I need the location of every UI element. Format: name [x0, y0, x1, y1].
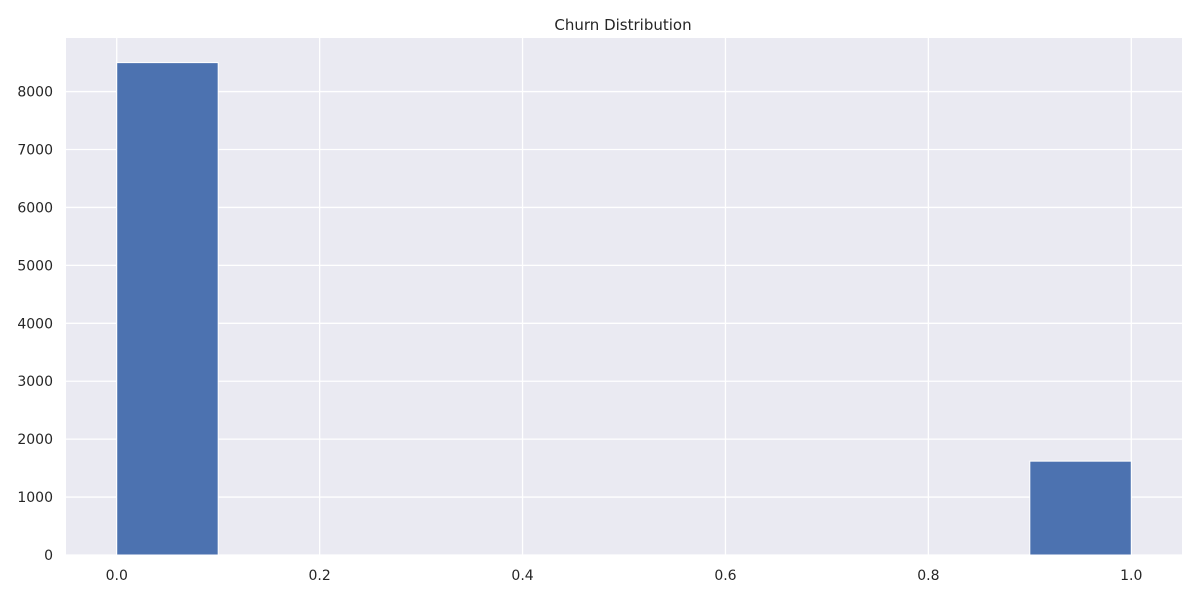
y-tick-label: 1000 [17, 490, 53, 506]
y-tick-label: 3000 [17, 374, 53, 390]
y-tick-label: 0 [44, 548, 53, 564]
x-axis-ticks: 0.0 0.2 0.4 0.6 0.8 1.0 [106, 568, 1143, 584]
histogram-bar-1 [1029, 460, 1132, 556]
y-tick-label: 2000 [17, 432, 53, 448]
y-tick-label: 7000 [17, 143, 53, 159]
x-tick-label: 0.4 [511, 568, 533, 584]
bars [116, 62, 1132, 556]
chart-title: Churn Distribution [554, 16, 691, 34]
y-axis-ticks: 0 1000 2000 3000 4000 5000 6000 7000 8000 [17, 85, 53, 564]
x-tick-label: 0.0 [106, 568, 128, 584]
y-tick-label: 4000 [17, 316, 53, 332]
histogram-bar-0 [116, 62, 219, 556]
grid-lines [66, 38, 1182, 556]
y-tick-label: 5000 [17, 258, 53, 274]
y-tick-label: 8000 [17, 85, 53, 101]
plot-area [66, 38, 1182, 555]
x-tick-label: 0.6 [714, 568, 736, 584]
x-tick-label: 0.8 [917, 568, 939, 584]
x-tick-label: 0.2 [309, 568, 331, 584]
y-tick-label: 6000 [17, 200, 53, 216]
x-tick-label: 1.0 [1120, 568, 1142, 584]
